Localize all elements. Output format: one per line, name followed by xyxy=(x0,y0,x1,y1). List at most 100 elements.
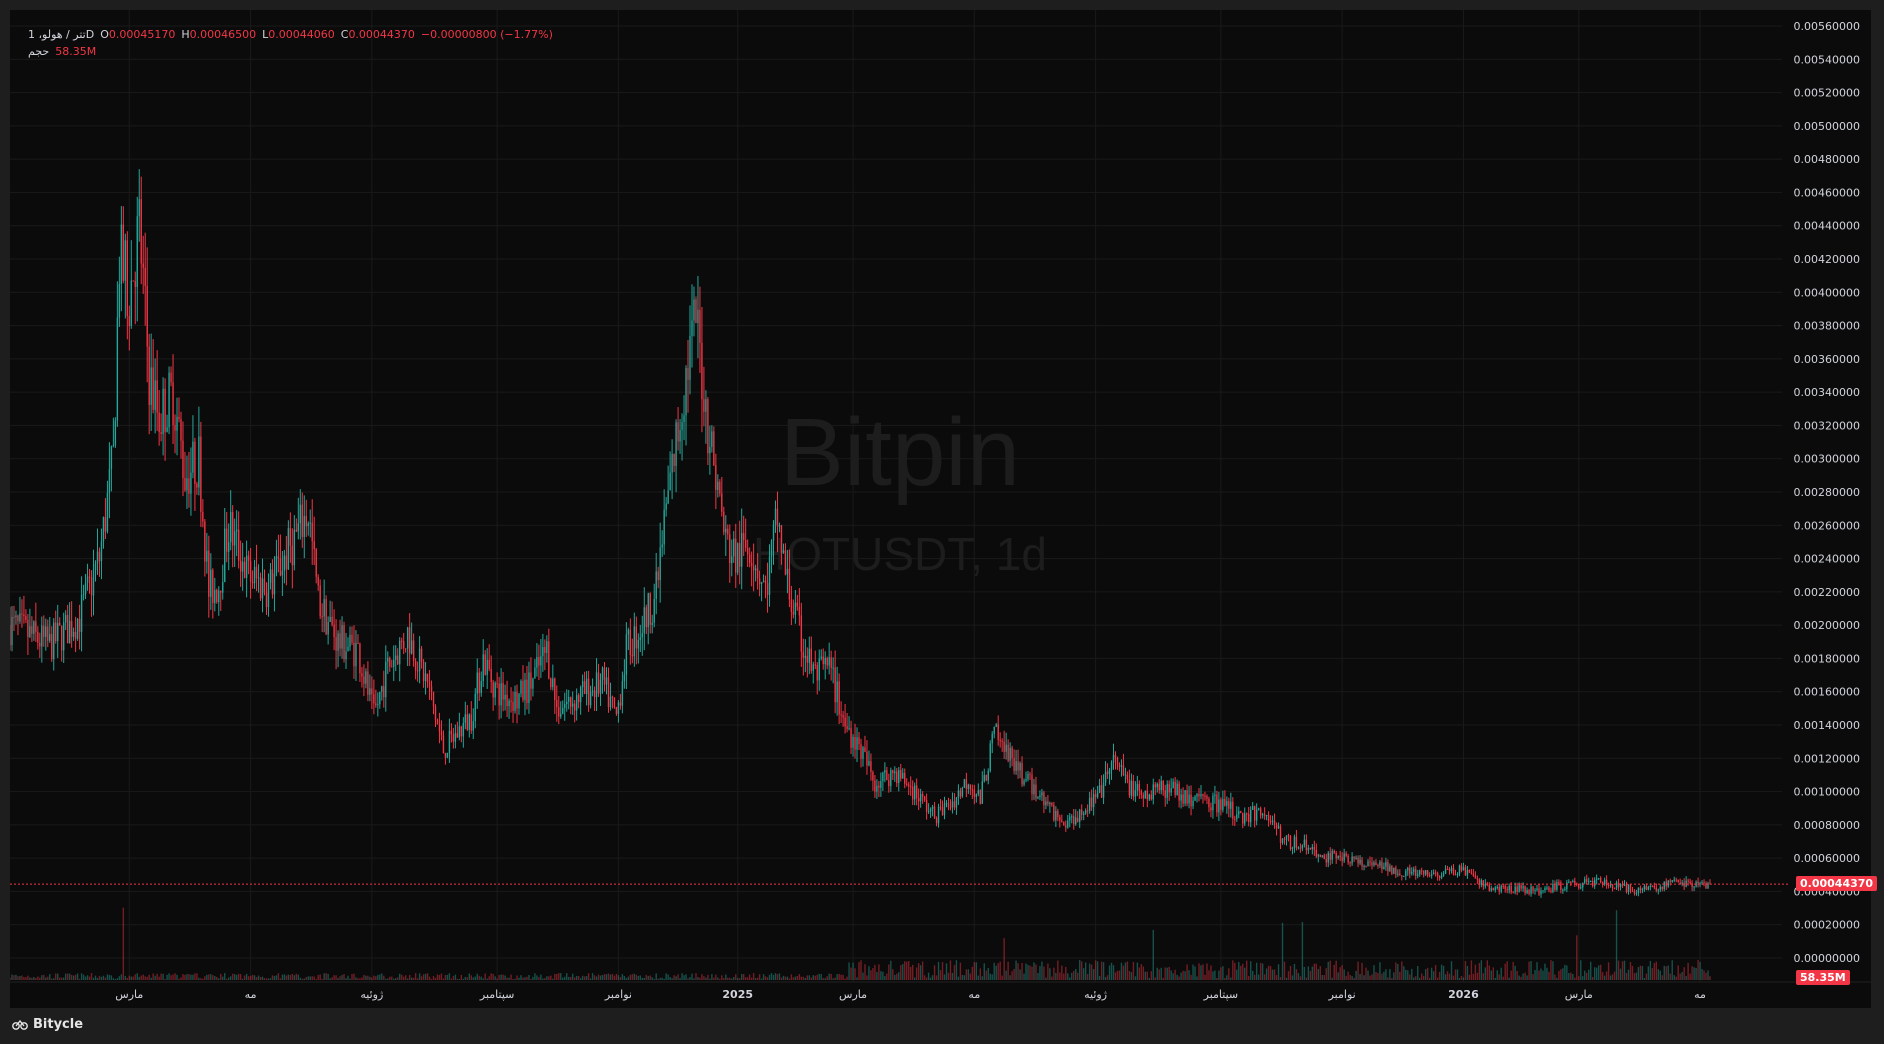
volume-bar xyxy=(1061,965,1063,980)
volume-bar xyxy=(1611,974,1614,980)
candle-body xyxy=(84,582,87,594)
candle-body xyxy=(92,569,95,596)
volume-bar xyxy=(462,978,465,980)
volume-bar xyxy=(876,972,878,980)
volume-bar xyxy=(343,973,345,980)
volume-bar xyxy=(1255,962,1258,980)
volume-bar xyxy=(1267,965,1270,980)
candle-body xyxy=(1568,881,1570,883)
symbol-label[interactable]: 1 ،تتر / هولوD xyxy=(28,28,95,41)
candle-body xyxy=(693,299,695,321)
candle-body xyxy=(1015,761,1017,771)
candle-body xyxy=(703,399,705,412)
time-axis[interactable]: مارس مه ژوئیه سپتامبر نوامبر 2025 مارس مه ژوئیه س… xyxy=(115,988,1706,1001)
volume-bar xyxy=(1220,967,1222,980)
price-tick-label: 0.00340000 xyxy=(1794,386,1860,399)
volume-bar xyxy=(709,978,711,980)
volume-bar xyxy=(621,974,624,980)
brand[interactable]: Bitycle xyxy=(12,1017,83,1032)
volume-bar xyxy=(699,977,701,980)
volume-bar xyxy=(1253,974,1256,980)
volume-bar xyxy=(1645,973,1648,980)
candle-body xyxy=(178,416,180,420)
candle-body xyxy=(691,320,693,336)
volume-bar xyxy=(1335,960,1337,980)
volume-bar xyxy=(391,976,393,980)
volume-bar xyxy=(1017,963,1019,980)
candle-body xyxy=(355,643,357,667)
volume-bar xyxy=(53,978,55,980)
candle-body xyxy=(1277,826,1280,829)
volume-bar xyxy=(838,973,840,980)
volume-bar xyxy=(70,974,73,980)
volume-bar xyxy=(1248,976,1250,980)
volume-bar xyxy=(1293,963,1296,980)
price-tick-label: 0.00020000 xyxy=(1794,919,1860,932)
candle-body xyxy=(542,647,544,657)
volume-bar xyxy=(1176,974,1178,980)
volume-bar xyxy=(1534,970,1536,980)
candle-body xyxy=(699,309,701,343)
volume-bar xyxy=(1454,969,1457,980)
volume-bar xyxy=(1055,972,1057,980)
volume-bar xyxy=(977,975,979,980)
candle-body xyxy=(709,447,711,454)
candle-body xyxy=(915,785,918,798)
volume-bar xyxy=(1138,967,1141,980)
volume-bar xyxy=(379,974,381,980)
volume-bar xyxy=(782,975,785,980)
candle-body xyxy=(1619,884,1622,888)
candle-body xyxy=(919,794,922,802)
volume-bar xyxy=(222,976,224,980)
volume-bar xyxy=(607,973,610,980)
candle-body xyxy=(1512,892,1514,894)
price-tick-label: 0.00200000 xyxy=(1794,619,1860,632)
candle-body xyxy=(33,621,35,634)
candle-body xyxy=(118,283,121,318)
candle-body xyxy=(78,618,81,632)
candle-body xyxy=(1092,794,1095,808)
volume-bar xyxy=(1496,970,1498,980)
volume-bar xyxy=(230,976,232,980)
volume-bar xyxy=(1307,966,1310,980)
volume-bar xyxy=(1164,967,1166,980)
price-chart[interactable]: Bitpin HOTUSDT, 1d 0.000000000.000200000… xyxy=(10,10,1871,1008)
candle-body xyxy=(25,616,27,620)
candle-body xyxy=(37,631,39,643)
candle-body xyxy=(762,580,765,583)
volume-bar xyxy=(1424,969,1427,980)
candle-body xyxy=(275,556,278,574)
chart-frame[interactable]: Bitpin HOTUSDT, 1d 0.00000000 0.00020000 0… xyxy=(10,10,1878,1008)
candle-body xyxy=(1065,825,1067,828)
volume-bar xyxy=(530,978,532,980)
candle-body xyxy=(1275,824,1278,829)
price-axis[interactable]: 0.000000000.000200000.000400000.00060000… xyxy=(1794,20,1860,965)
candle-body xyxy=(824,658,826,665)
volume-bar xyxy=(927,972,930,980)
volume-bar xyxy=(351,974,353,980)
volume-bar xyxy=(375,976,377,980)
volume-bar xyxy=(603,974,606,980)
volume-bar xyxy=(1041,961,1043,980)
volume-bar xyxy=(1118,970,1121,980)
volume-bar xyxy=(746,977,749,980)
watermark-symbol: HOTUSDT, 1d xyxy=(753,528,1047,580)
candle-body xyxy=(1570,881,1572,883)
volume-bar xyxy=(1279,977,1282,980)
volume-bar xyxy=(170,975,172,980)
candle-body xyxy=(361,673,363,677)
candle-body xyxy=(876,785,878,792)
candle-body xyxy=(243,561,246,578)
candle-body xyxy=(1170,788,1172,793)
candle-body xyxy=(788,568,791,600)
volume-bar xyxy=(1389,969,1391,980)
candle-body xyxy=(311,522,313,542)
candle-body xyxy=(301,504,303,537)
candle-body xyxy=(1580,887,1582,889)
volume-bar xyxy=(1059,972,1061,980)
candle-body xyxy=(122,224,125,281)
volume-bar xyxy=(1438,971,1441,980)
time-tick-label: مه xyxy=(245,988,257,1001)
volume-bar xyxy=(1639,965,1642,980)
volume-bar xyxy=(1184,971,1186,980)
